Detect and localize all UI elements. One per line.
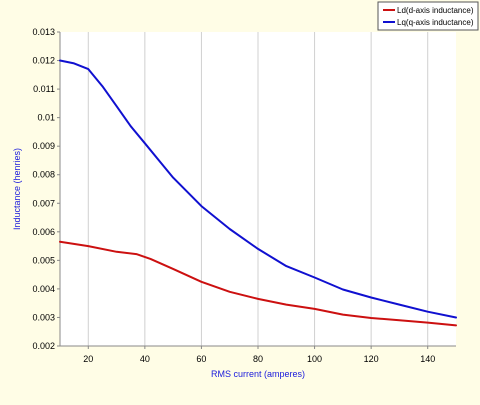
y-tick-label: 0.01 — [37, 113, 55, 123]
x-ticks: 20 40 60 80 100 120 140 — [83, 346, 435, 364]
x-tick-label: 60 — [196, 354, 206, 364]
y-tick-label: 0.006 — [32, 227, 55, 237]
series-line-ld — [59, 240, 457, 327]
legend-box — [377, 1, 479, 31]
y-tick-label: 0.007 — [32, 198, 55, 208]
x-tick-label: 40 — [140, 354, 150, 364]
x-tick-label: 80 — [253, 354, 263, 364]
x-axis-label: RMS current (amperes) — [211, 369, 305, 379]
y-tick-label: 0.004 — [32, 284, 55, 294]
y-axis-label: Inductance (henries) — [12, 148, 22, 230]
series-line-lq — [59, 59, 457, 319]
series — [59, 59, 457, 327]
legend-label-ld: Ld(d-axis inductance) — [397, 6, 474, 15]
y-tick-label: 0.013 — [32, 27, 55, 37]
y-tick-label: 0.003 — [32, 312, 55, 322]
y-tick-label: 0.005 — [32, 255, 55, 265]
y-tick-label: 0.012 — [32, 56, 55, 66]
x-tick-label: 100 — [307, 354, 322, 364]
legend: Ld(d-axis inductance) Lq(q-axis inductan… — [377, 1, 479, 31]
grid — [87, 32, 429, 346]
x-tick-label: 120 — [364, 354, 379, 364]
y-tick-label: 0.002 — [32, 341, 55, 351]
legend-label-lq: Lq(q-axis inductance) — [397, 18, 474, 27]
y-tick-label: 0.009 — [32, 141, 55, 151]
y-tick-label: 0.011 — [33, 84, 55, 94]
x-tick-label: 20 — [83, 354, 93, 364]
y-ticks: 0.002 0.003 0.004 0.005 0.006 0.007 0.008 0.009… — [32, 27, 60, 351]
y-tick-label: 0.008 — [32, 170, 55, 180]
x-tick-label: 140 — [420, 354, 435, 364]
